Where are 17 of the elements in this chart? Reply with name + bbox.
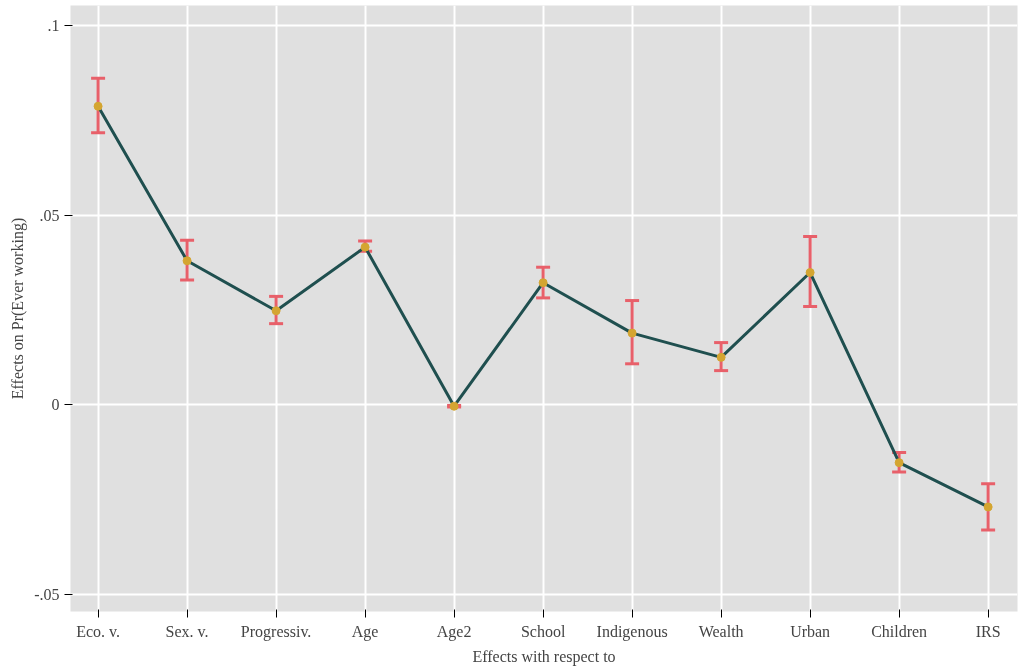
x-tick-label: Indigenous	[596, 622, 668, 641]
y-tick-label: -.05	[34, 585, 60, 603]
y-tick-label: 0	[51, 396, 60, 414]
x-tick-label: Age	[351, 622, 379, 641]
y-tick-label: .05	[39, 206, 60, 224]
x-tick-label: Age2	[436, 622, 472, 641]
x-tick-label: Progressiv.	[240, 622, 312, 641]
x-tick-label: Urban	[790, 622, 831, 640]
x-tick-label: Sex. v.	[165, 622, 209, 640]
x-axis-title: Effects with respect to	[472, 647, 616, 666]
x-tick-label: Wealth	[698, 622, 744, 640]
x-tick-label: IRS	[975, 622, 1001, 640]
x-tick-label: Children	[871, 622, 928, 640]
y-tick-label: .1	[47, 17, 60, 35]
x-tick-label: Eco. v.	[76, 622, 121, 640]
x-tick-label: School	[520, 622, 566, 640]
y-axis-title: Effects on Pr(Ever working)	[9, 217, 28, 400]
